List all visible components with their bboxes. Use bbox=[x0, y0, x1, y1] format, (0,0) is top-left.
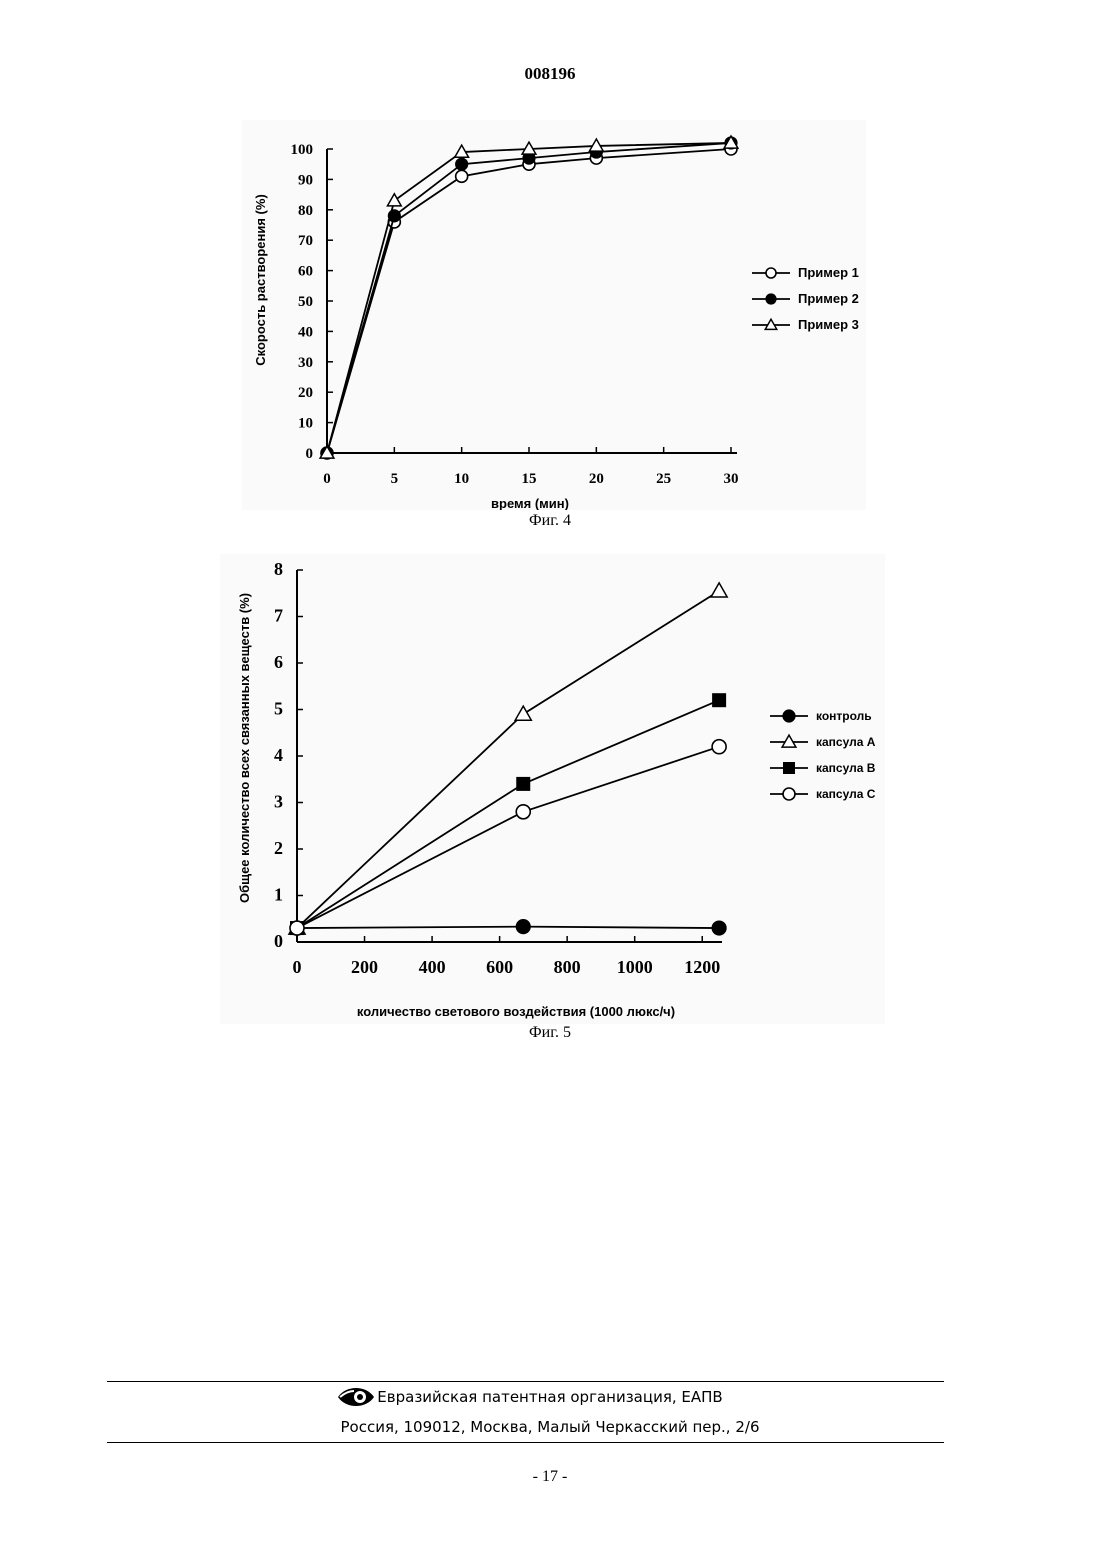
legend-label-2: капсула A bbox=[816, 735, 876, 749]
y-tick-label: 6 bbox=[274, 652, 283, 672]
data-point bbox=[456, 170, 468, 182]
x-axis-title: количество светового воздействия (1000 л… bbox=[357, 1004, 675, 1019]
y-tick-label: 10 bbox=[298, 416, 313, 432]
x-tick-label: 400 bbox=[419, 957, 446, 977]
chart-background bbox=[242, 120, 866, 510]
y-tick-label: 90 bbox=[298, 172, 313, 188]
y-tick-label: 40 bbox=[298, 324, 313, 340]
y-tick-label: 3 bbox=[274, 792, 283, 812]
footer-organization: Евразийская патентная организация, ЕАПВ bbox=[0, 1388, 1100, 1406]
y-axis-title: Скорость растворения (%) bbox=[253, 194, 268, 366]
y-tick-label: 1 bbox=[274, 885, 283, 905]
legend-label-4: капсула C bbox=[816, 787, 876, 801]
document-number: 008196 bbox=[0, 64, 1100, 84]
legend-label-3: капсула B bbox=[816, 761, 876, 775]
x-tick-label: 200 bbox=[351, 957, 378, 977]
y-tick-label: 4 bbox=[274, 745, 283, 765]
x-tick-label: 800 bbox=[554, 957, 581, 977]
legend-label-1: контроль bbox=[816, 709, 872, 723]
y-tick-label: 20 bbox=[298, 385, 313, 401]
x-tick-label: 25 bbox=[656, 471, 671, 487]
x-tick-label: 30 bbox=[724, 471, 739, 487]
data-point bbox=[516, 920, 530, 934]
x-tick-label: 1200 bbox=[684, 957, 720, 977]
legend-marker-2 bbox=[766, 294, 776, 304]
y-tick-label: 70 bbox=[298, 233, 313, 249]
x-axis-title: время (мин) bbox=[491, 496, 569, 510]
figure-5-caption: Фиг. 5 bbox=[0, 1024, 1100, 1042]
footer-top-rule bbox=[107, 1381, 944, 1382]
x-tick-label: 5 bbox=[391, 471, 399, 487]
y-tick-label: 7 bbox=[274, 606, 283, 626]
x-tick-label: 0 bbox=[323, 471, 331, 487]
figure-4-chart: 0 10 20 30 40 50 60 70 80 90 100 0 5 10 15 20 25 30 Приме… bbox=[0, 110, 1100, 510]
footer-bottom-rule bbox=[107, 1442, 944, 1443]
y-tick-label: 5 bbox=[274, 699, 283, 719]
y-tick-label: 2 bbox=[274, 838, 283, 858]
data-point bbox=[456, 158, 468, 170]
x-tick-label: 10 bbox=[454, 471, 469, 487]
y-tick-label: 60 bbox=[298, 264, 313, 280]
x-tick-label: 1000 bbox=[617, 957, 653, 977]
y-tick-label: 100 bbox=[291, 142, 314, 158]
x-tick-label: 20 bbox=[589, 471, 604, 487]
legend-marker-4 bbox=[783, 788, 795, 800]
y-tick-label: 0 bbox=[306, 446, 314, 462]
figure-4-caption: Фиг. 4 bbox=[0, 512, 1100, 530]
legend-label-3: Пример 3 bbox=[798, 317, 859, 332]
y-axis-title: Общее количество всех связанных веществ … bbox=[237, 593, 252, 903]
y-tick-label: 8 bbox=[274, 559, 283, 579]
y-tick-label: 30 bbox=[298, 355, 313, 371]
figure-5-chart: 0 1 2 3 4 5 6 7 8 0 200 400 600 800 1000 1200 контроль к… bbox=[0, 548, 1100, 1028]
legend-marker-3 bbox=[783, 762, 795, 774]
y-tick-label: 0 bbox=[274, 931, 283, 951]
x-tick-label: 15 bbox=[522, 471, 537, 487]
x-tick-label: 0 bbox=[293, 957, 302, 977]
legend-label-1: Пример 1 bbox=[798, 265, 859, 280]
data-point bbox=[290, 921, 304, 935]
legend-marker-1 bbox=[783, 710, 795, 722]
data-point bbox=[712, 740, 726, 754]
y-tick-label: 50 bbox=[298, 294, 313, 310]
y-tick-label: 80 bbox=[298, 203, 313, 219]
data-point bbox=[712, 921, 726, 935]
footer-address: Россия, 109012, Москва, Малый Черкасский… bbox=[0, 1418, 1100, 1436]
data-point bbox=[712, 693, 726, 707]
x-tick-label: 600 bbox=[486, 957, 513, 977]
data-point bbox=[516, 777, 530, 791]
data-point bbox=[516, 805, 530, 819]
page-number: - 17 - bbox=[0, 1468, 1100, 1486]
legend-marker-1 bbox=[766, 268, 776, 278]
legend-label-2: Пример 2 bbox=[798, 291, 859, 306]
